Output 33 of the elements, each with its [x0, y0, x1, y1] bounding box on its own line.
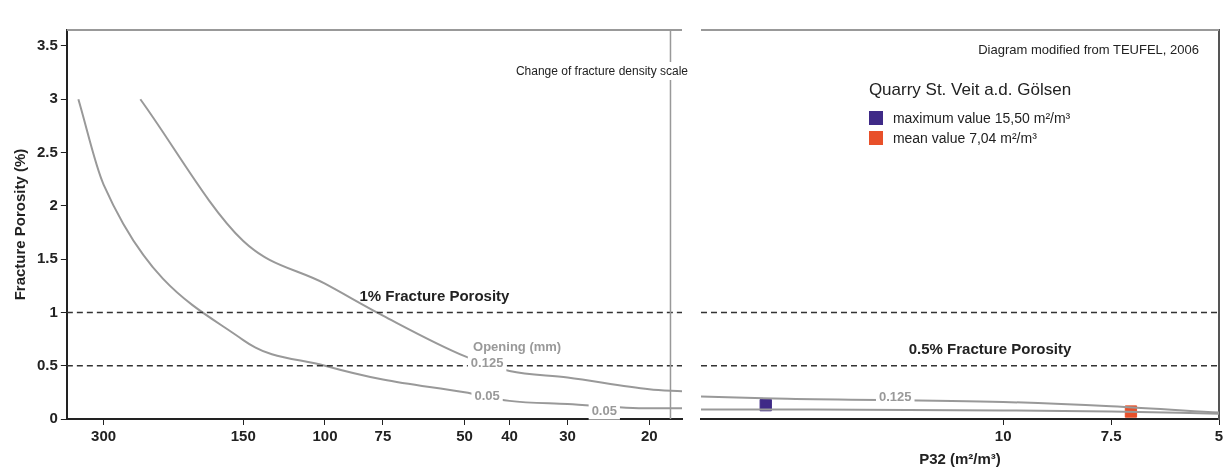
x-tick-label: 100	[312, 427, 338, 445]
annotation: 0.125	[878, 389, 912, 405]
y-tick-label: 2	[49, 195, 58, 213]
y-tick-label: 3	[49, 89, 58, 107]
x-axis-title: P32 (m²/m³)	[919, 450, 1001, 468]
annotation: Opening (mm)	[473, 338, 562, 354]
legend-label: mean value 7,04 m²/m³	[892, 130, 1037, 146]
x-tick-label: 50	[456, 427, 473, 445]
annotation: 0.05	[591, 403, 617, 419]
legend-title: Quarry St. Veit a.d. Gölsen	[868, 80, 1072, 100]
x-tick-label: 40	[501, 427, 518, 445]
x-tick-label: 5	[1214, 427, 1224, 445]
y-tick-label: 3.5	[36, 36, 58, 54]
y-tick-label: 0.5	[36, 355, 58, 373]
series-label: 0.125	[470, 355, 504, 371]
y-tick-label: 0	[49, 409, 58, 427]
x-tick-label: 7.5	[1100, 427, 1122, 445]
annotation: Diagram modified from TEUFEL, 2006	[978, 42, 1199, 58]
x-tick-label: 10	[994, 427, 1012, 445]
y-axis-title: Fracture Porosity (%)	[11, 148, 29, 301]
y-tick-label: 1	[49, 302, 58, 320]
ref-line-label: 0.5% Fracture Porosity	[908, 340, 1072, 358]
x-tick-label: 20	[640, 427, 658, 445]
y-tick-label: 2.5	[36, 142, 58, 160]
ref-line-label: Change of fracture density scale	[515, 64, 689, 79]
x-tick-label: 75	[374, 427, 392, 445]
x-tick-label: 150	[230, 427, 256, 445]
x-tick-label: 30	[559, 427, 576, 445]
ref-line-label: 1% Fracture Porosity	[359, 287, 511, 305]
series-label: 0.05	[474, 388, 500, 404]
y-tick-label: 1.5	[36, 249, 58, 267]
legend-label: maximum value 15,50 m²/m³	[892, 110, 1071, 126]
x-tick-label: 300	[91, 427, 117, 445]
